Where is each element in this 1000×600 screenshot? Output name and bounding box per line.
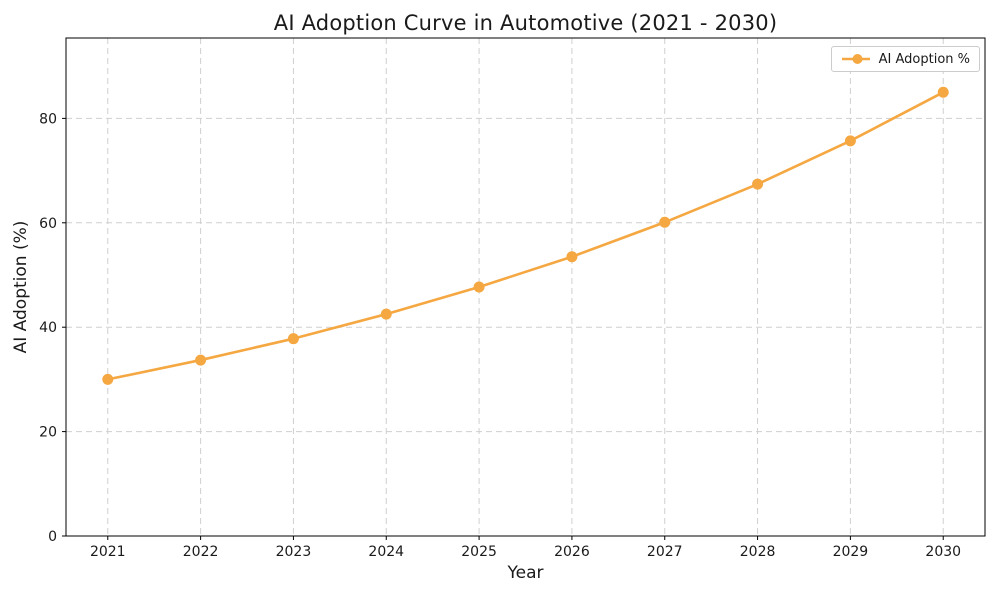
data-point bbox=[566, 251, 578, 263]
chart-title: AI Adoption Curve in Automotive (2021 - … bbox=[273, 11, 778, 35]
x-tick-label: 2029 bbox=[833, 544, 869, 560]
x-tick-label: 2023 bbox=[276, 544, 312, 560]
data-point bbox=[380, 308, 392, 320]
data-point bbox=[659, 216, 671, 228]
data-point bbox=[195, 354, 207, 366]
data-point bbox=[287, 333, 299, 345]
y-tick-label: 0 bbox=[48, 529, 57, 545]
x-tick-label: 2025 bbox=[461, 544, 497, 560]
x-tick-label: 2026 bbox=[554, 544, 590, 560]
x-tick-label: 2022 bbox=[183, 544, 219, 560]
data-point bbox=[844, 135, 856, 147]
x-tick-label: 2021 bbox=[90, 544, 126, 560]
data-point bbox=[752, 178, 764, 190]
y-tick-label: 60 bbox=[39, 216, 57, 232]
data-point bbox=[937, 86, 949, 98]
x-tick-label: 2030 bbox=[925, 544, 961, 560]
y-tick-label: 40 bbox=[39, 320, 57, 336]
y-tick-label: 20 bbox=[39, 425, 57, 441]
legend-line-marker-icon bbox=[842, 54, 870, 64]
x-tick-label: 2027 bbox=[647, 544, 683, 560]
legend: AI Adoption % bbox=[831, 46, 980, 72]
data-point bbox=[102, 373, 114, 385]
data-point bbox=[473, 281, 485, 293]
series-line bbox=[106, 90, 945, 381]
y-tick-label: 80 bbox=[39, 111, 57, 127]
x-tick-label: 2028 bbox=[740, 544, 776, 560]
legend-label: AI Adoption % bbox=[878, 51, 970, 67]
x-tick-label: 2024 bbox=[368, 544, 404, 560]
x-axis-label: Year bbox=[507, 563, 544, 583]
axes-spines bbox=[65, 37, 986, 537]
